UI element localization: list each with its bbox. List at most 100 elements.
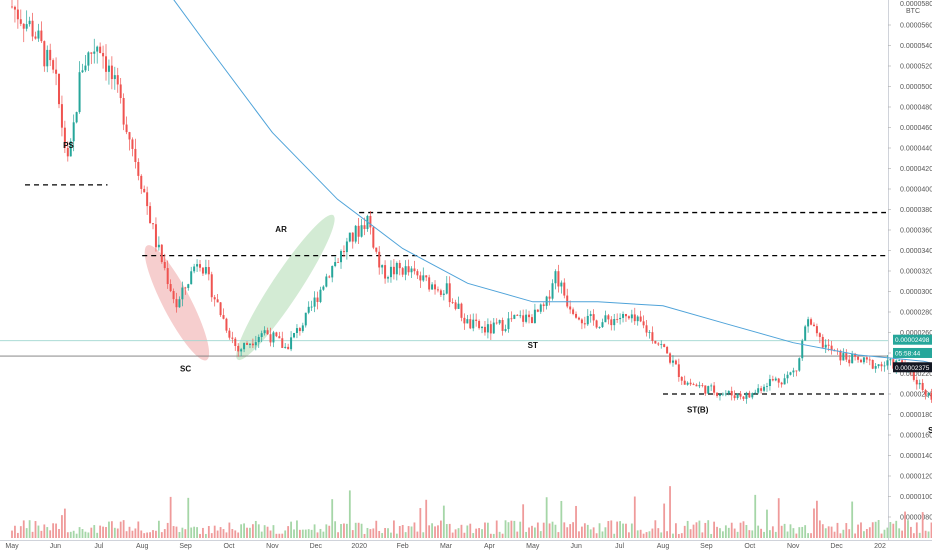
volume-bar <box>874 521 877 538</box>
candle-body <box>360 225 363 237</box>
volume-bar <box>498 531 501 538</box>
volume-bar <box>445 524 448 538</box>
volume-bar <box>675 523 677 538</box>
candle-body <box>880 364 883 367</box>
volume-bar <box>495 520 498 538</box>
candle-body <box>801 340 804 359</box>
candle-body <box>475 319 478 321</box>
volume-bar <box>545 497 548 538</box>
volume-bar <box>724 525 727 538</box>
volume-bar <box>78 527 81 538</box>
volume-bar <box>190 527 193 538</box>
candle-body <box>46 49 49 67</box>
volume-bar <box>246 527 248 538</box>
candle-body <box>319 289 322 302</box>
candle-body <box>322 286 325 290</box>
volume-bar <box>204 533 207 538</box>
candle-body <box>140 175 143 189</box>
volume-bar <box>683 525 686 538</box>
volume-bar <box>193 526 196 538</box>
candle-body <box>131 139 134 149</box>
volume-bar <box>589 529 592 538</box>
candle-body <box>25 24 28 29</box>
candle-body <box>692 384 695 386</box>
y-tick-label: 0.00002000 <box>900 392 932 399</box>
volume-bar <box>622 523 624 538</box>
volume-bar <box>754 494 757 538</box>
volume-bar <box>152 530 154 538</box>
candle-body <box>795 370 798 372</box>
volume-bar <box>419 508 422 538</box>
volume-bar <box>660 532 663 538</box>
volume-bar <box>651 528 654 538</box>
volume-bar <box>392 520 395 538</box>
candle-body <box>410 268 413 273</box>
candle-body <box>243 343 246 350</box>
volume-bar <box>19 526 22 538</box>
candle-body <box>58 73 61 105</box>
volume-bar <box>677 533 680 538</box>
candle-body <box>37 30 40 39</box>
candle-body <box>848 359 851 364</box>
volume-bar <box>469 523 472 538</box>
candle-body <box>469 319 472 329</box>
candle-body <box>413 268 416 272</box>
candle-body <box>763 386 766 391</box>
volume-bar <box>642 533 645 538</box>
candle-body <box>295 328 298 334</box>
volume-bar <box>325 524 328 538</box>
candle-body <box>316 297 319 302</box>
candle-body <box>210 274 213 298</box>
candles <box>11 0 932 404</box>
candle-body <box>619 317 622 320</box>
volume-bar <box>275 533 278 538</box>
candle-body <box>213 297 216 300</box>
candle-body <box>13 6 16 10</box>
candle-body <box>43 41 46 67</box>
volume-bar <box>639 529 642 538</box>
volume-bar <box>901 530 904 538</box>
volume-bar <box>598 523 601 538</box>
candle-body <box>557 271 560 287</box>
candle-body <box>163 262 166 269</box>
candle-body <box>266 330 269 335</box>
annotation-st: ST <box>528 341 538 350</box>
volume-bar <box>354 522 357 538</box>
candle-body <box>698 385 701 387</box>
candle-body <box>348 232 351 242</box>
volume-bar <box>578 531 580 538</box>
candle-body <box>152 223 155 225</box>
candle-body <box>190 271 193 285</box>
volume-bar <box>777 498 780 538</box>
volume-bar <box>492 533 495 538</box>
volume-bar <box>804 525 807 538</box>
candle-body <box>877 364 880 367</box>
candle-body <box>389 266 392 278</box>
candle-body <box>436 289 439 291</box>
candle-body <box>281 338 284 348</box>
candle-body <box>883 365 886 367</box>
x-tick-label: Dec <box>830 543 843 550</box>
volume-bar <box>633 496 636 538</box>
candle-body <box>78 72 81 113</box>
candle-body <box>751 393 754 398</box>
candle-body <box>622 314 625 318</box>
volume-bar <box>184 529 187 538</box>
candle-body <box>733 395 736 399</box>
volume-bar <box>713 521 716 538</box>
volume-bar <box>119 521 122 538</box>
candle-body <box>11 6 13 8</box>
candle-body <box>219 302 222 316</box>
candle-body <box>701 385 704 387</box>
candle-body <box>154 224 157 248</box>
volume-bar <box>110 521 113 538</box>
candle-body <box>81 70 84 73</box>
volume-bar <box>569 524 572 538</box>
candle-body <box>160 244 163 263</box>
candle-body <box>716 392 719 396</box>
